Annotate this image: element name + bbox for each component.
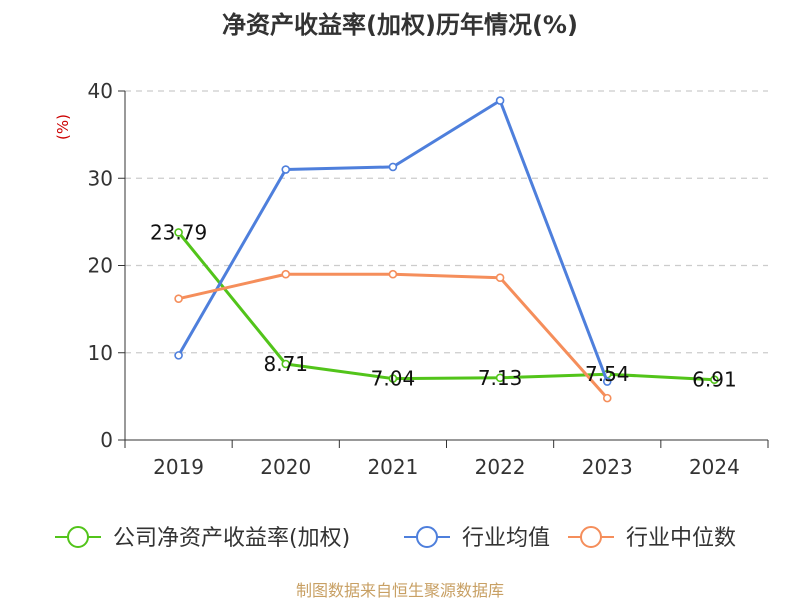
y-tick-label: 40 xyxy=(88,79,113,103)
series-2 xyxy=(174,269,612,403)
legend-item-1[interactable]: 行业均值 xyxy=(404,526,550,551)
x-tick-label: 2020 xyxy=(260,455,311,479)
data-point[interactable] xyxy=(281,269,291,279)
axis-layer: 0 10 20 30 40 2019 2020 2021 2022 2023 2024 xyxy=(88,79,769,479)
legend-label: 行业中位数 xyxy=(626,526,736,551)
data-point[interactable] xyxy=(495,273,505,283)
chart-title: 净资产收益率(加权)历年情况(%) xyxy=(222,11,578,39)
y-tick-label: 0 xyxy=(100,428,113,452)
data-label: 7.13 xyxy=(478,366,523,390)
data-point[interactable] xyxy=(388,374,398,383)
series-layer xyxy=(174,96,719,403)
data-point[interactable] xyxy=(281,359,291,369)
data-point[interactable] xyxy=(495,96,505,105)
data-point[interactable] xyxy=(495,373,505,383)
data-point[interactable] xyxy=(281,165,291,174)
series-1 xyxy=(174,96,612,386)
data-label-layer: 23.79 8.71 7.04 7.13 7.54 6.91 xyxy=(150,220,737,391)
x-tick-label: 2023 xyxy=(582,455,633,479)
data-point[interactable] xyxy=(602,377,612,386)
legend-marker-icon xyxy=(416,526,438,548)
legend-label: 行业均值 xyxy=(462,526,550,551)
series-0 xyxy=(174,228,719,385)
data-label: 6.91 xyxy=(692,368,737,392)
series-line xyxy=(177,99,609,383)
data-label: 8.71 xyxy=(263,352,308,376)
source-note: 制图数据来自恒生聚源数据库 xyxy=(296,581,504,600)
data-label: 23.79 xyxy=(150,220,207,244)
legend-item-2[interactable]: 行业中位数 xyxy=(568,526,736,551)
data-point[interactable] xyxy=(710,375,719,385)
legend-marker-icon xyxy=(580,526,602,548)
data-point[interactable] xyxy=(602,393,612,403)
legend-marker-icon xyxy=(67,526,89,548)
y-tick-label: 30 xyxy=(88,166,113,190)
data-point[interactable] xyxy=(388,269,398,279)
grid-layer xyxy=(125,90,768,354)
data-point[interactable] xyxy=(174,294,183,303)
y-tick-label: 20 xyxy=(88,254,113,278)
x-tick-label: 2019 xyxy=(153,455,204,479)
x-tick-label: 2021 xyxy=(367,455,418,479)
data-label: 7.04 xyxy=(371,367,416,391)
series-line xyxy=(177,231,715,382)
legend[interactable]: 公司净资产收益率(加权) 行业均值 行业中位数 xyxy=(55,526,736,551)
data-label: 7.54 xyxy=(585,362,630,386)
data-point[interactable] xyxy=(388,162,398,172)
y-tick-label: 10 xyxy=(88,341,113,365)
data-point[interactable] xyxy=(174,351,183,360)
legend-label: 公司净资产收益率(加权) xyxy=(113,526,350,551)
legend-item-0[interactable]: 公司净资产收益率(加权) xyxy=(55,526,350,551)
x-tick-label: 2024 xyxy=(689,455,740,479)
y-axis-label: (%) xyxy=(54,114,72,140)
x-tick-label: 2022 xyxy=(475,455,526,479)
data-point[interactable] xyxy=(174,228,183,237)
